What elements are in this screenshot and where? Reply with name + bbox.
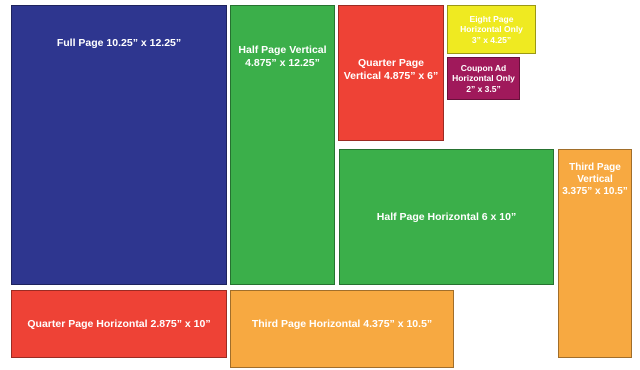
half-page-horizontal-block: Half Page Horizontal 6 x 10” bbox=[339, 149, 554, 285]
quarter-page-horizontal-block: Quarter Page Horizontal 2.875” x 10” bbox=[11, 290, 227, 358]
full-page-block: Full Page 10.25” x 12.25” bbox=[11, 5, 227, 285]
third-page-vertical-block: Third Page Vertical 3.375” x 10.5” bbox=[558, 149, 632, 358]
eighth-page-horizontal-block: Eight Page Horizontal Only 3” x 4.25” bbox=[447, 5, 536, 54]
coupon-ad-label: Coupon Ad Horizontal Only 2” x 3.5” bbox=[452, 63, 515, 94]
quarter-page-horizontal-label: Quarter Page Horizontal 2.875” x 10” bbox=[27, 317, 211, 330]
coupon-ad-block: Coupon Ad Horizontal Only 2” x 3.5” bbox=[447, 57, 520, 100]
full-page-label: Full Page 10.25” x 12.25” bbox=[56, 37, 182, 49]
third-page-horizontal-block: Third Page Horizontal 4.375” x 10.5” bbox=[230, 290, 454, 368]
third-page-horizontal-label: Third Page Horizontal 4.375” x 10.5” bbox=[251, 317, 433, 330]
quarter-page-vertical-label: Quarter Page Vertical 4.875” x 6” bbox=[343, 57, 439, 82]
third-page-vertical-label: Third Page Vertical 3.375” x 10.5” bbox=[562, 162, 628, 197]
half-page-vertical-label: Half Page Vertical 4.875” x 12.25” bbox=[238, 44, 327, 69]
half-page-vertical-block: Half Page Vertical 4.875” x 12.25” bbox=[230, 5, 335, 285]
quarter-page-vertical-block: Quarter Page Vertical 4.875” x 6” bbox=[338, 5, 444, 141]
eighth-page-horizontal-label: Eight Page Horizontal Only 3” x 4.25” bbox=[460, 14, 523, 45]
half-page-horizontal-label: Half Page Horizontal 6 x 10” bbox=[376, 210, 517, 223]
